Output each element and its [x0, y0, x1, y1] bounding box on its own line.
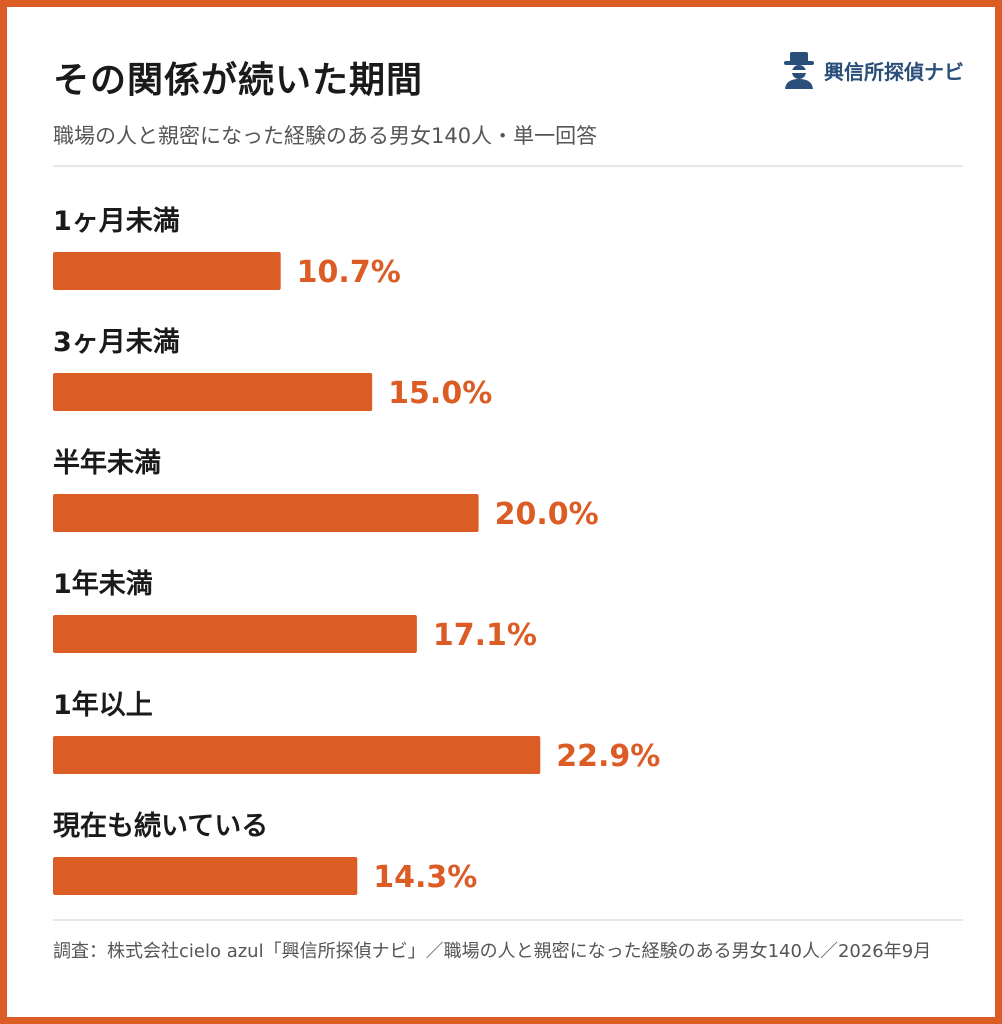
source-note: 調査：株式会社cielo azul「興信所探偵ナビ」／職場の人と親密になった経験… — [53, 941, 932, 962]
value-label: 20.0% — [495, 497, 599, 532]
bar — [53, 615, 417, 653]
chart-title: その関係が続いた期間 — [53, 60, 424, 101]
header-divider — [53, 165, 963, 167]
category-label: 半年未満 — [53, 447, 161, 479]
bar — [53, 373, 373, 411]
value-label: 14.3% — [373, 860, 477, 895]
logo-text: 興信所探偵ナビ — [824, 59, 964, 84]
bar — [53, 494, 479, 532]
value-label: 15.0% — [388, 376, 492, 411]
brand-logo: 興信所探偵ナビ — [782, 51, 964, 89]
bar — [53, 857, 358, 895]
category-label: 1年以上 — [53, 689, 153, 721]
bar-chart: 1ヶ月未満 10.7% 3ヶ月未満 15.0% 半年未満 20.0% 1年未満 17.1% 1年… — [53, 206, 660, 895]
category-label: 1年未満 — [53, 568, 153, 600]
category-label: 現在も続いている — [53, 811, 268, 842]
category-label: 3ヶ月未満 — [53, 327, 180, 358]
value-label: 22.9% — [556, 739, 660, 774]
value-label: 17.1% — [433, 618, 537, 653]
bar — [53, 736, 541, 774]
bar — [53, 252, 281, 290]
category-label: 1ヶ月未満 — [53, 206, 180, 237]
value-label: 10.7% — [297, 255, 401, 290]
chart-subtitle: 職場の人と親密になった経験のある男女140人・単一回答 — [53, 124, 598, 148]
footer-divider — [53, 919, 963, 921]
detective-icon — [784, 52, 814, 89]
